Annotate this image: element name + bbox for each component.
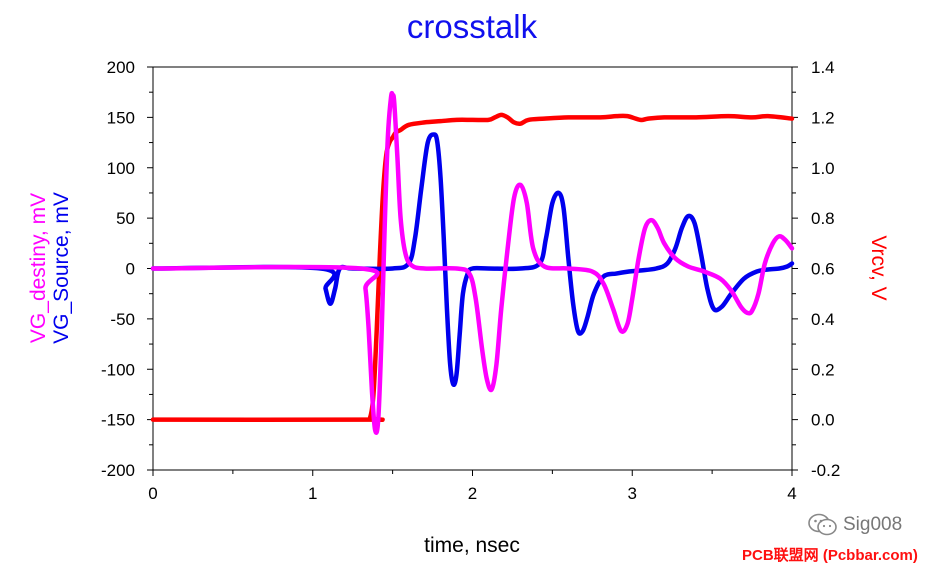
right-y-axis: 1.4 1.2 1.0 0.8 0.6 0.4 0.2 0.0 -0.2 [792, 58, 840, 480]
y-right-tick-label: 0.2 [811, 360, 835, 379]
x-tick-label: 4 [787, 484, 796, 503]
y-left-tick-label: -200 [101, 461, 135, 480]
series-layer [150, 91, 795, 435]
x-tick-label: 2 [468, 484, 477, 503]
x-tick-label: 3 [628, 484, 637, 503]
y-axis-label-source: VG_Source, mV [50, 192, 73, 344]
series-line-vg-destiny [150, 91, 795, 435]
watermark-handle: Sig008 [843, 514, 903, 535]
y-right-tick-label: -0.2 [811, 461, 840, 480]
series-line-vrcv [150, 112, 795, 423]
y-left-tick-label: 200 [107, 58, 135, 77]
y-left-tick-label: 50 [116, 209, 135, 228]
left-y-axis: 200 150 100 50 0 -50 -100 -150 -200 [101, 58, 153, 480]
y-right-tick-label: 1.2 [811, 108, 835, 127]
x-axis: 0 1 2 3 4 [148, 470, 797, 503]
y-right-tick-label: 1.4 [811, 58, 835, 77]
y-left-tick-label: 150 [107, 108, 135, 127]
y-left-tick-label: 100 [107, 159, 135, 178]
y-right-tick-label: 0.4 [811, 310, 835, 329]
chart-title: crosstalk [407, 8, 538, 45]
x-tick-label: 0 [148, 484, 157, 503]
y-left-tick-label: -100 [101, 360, 135, 379]
y-axis-label-destiny: VG_destiny, mV [27, 193, 50, 343]
y-right-tick-label: 0.6 [811, 260, 835, 279]
x-tick-label: 1 [308, 484, 317, 503]
y-left-tick-label: 0 [126, 260, 135, 279]
watermark-site: PCB联盟网 (Pcbbar.com) [742, 547, 918, 564]
y-axis-label-vrcv: Vrcv, V [867, 235, 890, 300]
wechat-icon [808, 512, 838, 538]
series-line-vg-source [150, 132, 795, 388]
y-left-tick-label: -150 [101, 411, 135, 430]
y-left-tick-label: -50 [110, 310, 135, 329]
y-right-tick-label: 0.8 [811, 209, 835, 228]
y-right-tick-label: 1.0 [811, 159, 835, 178]
y-right-tick-label: 0.0 [811, 411, 835, 430]
x-axis-label: time, nsec [424, 534, 520, 557]
